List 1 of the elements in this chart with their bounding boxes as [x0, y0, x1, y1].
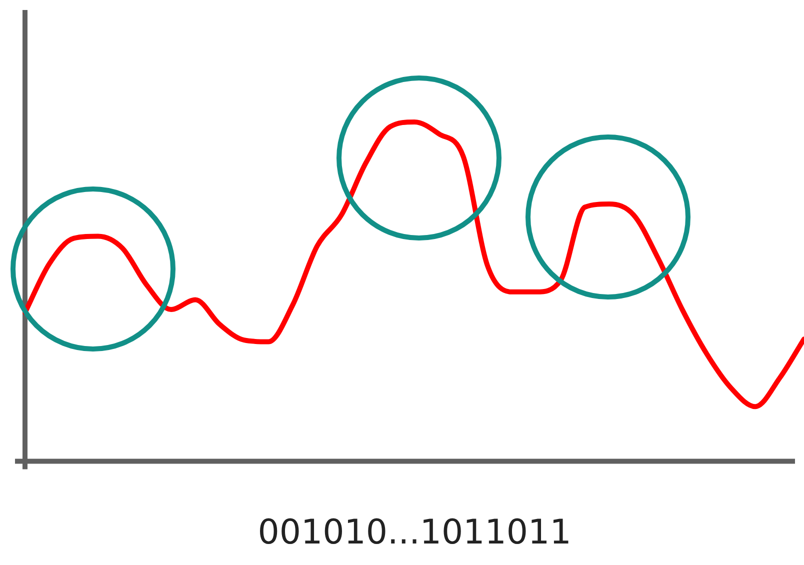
- x-axis-title: 001010...1011011: [258, 512, 572, 552]
